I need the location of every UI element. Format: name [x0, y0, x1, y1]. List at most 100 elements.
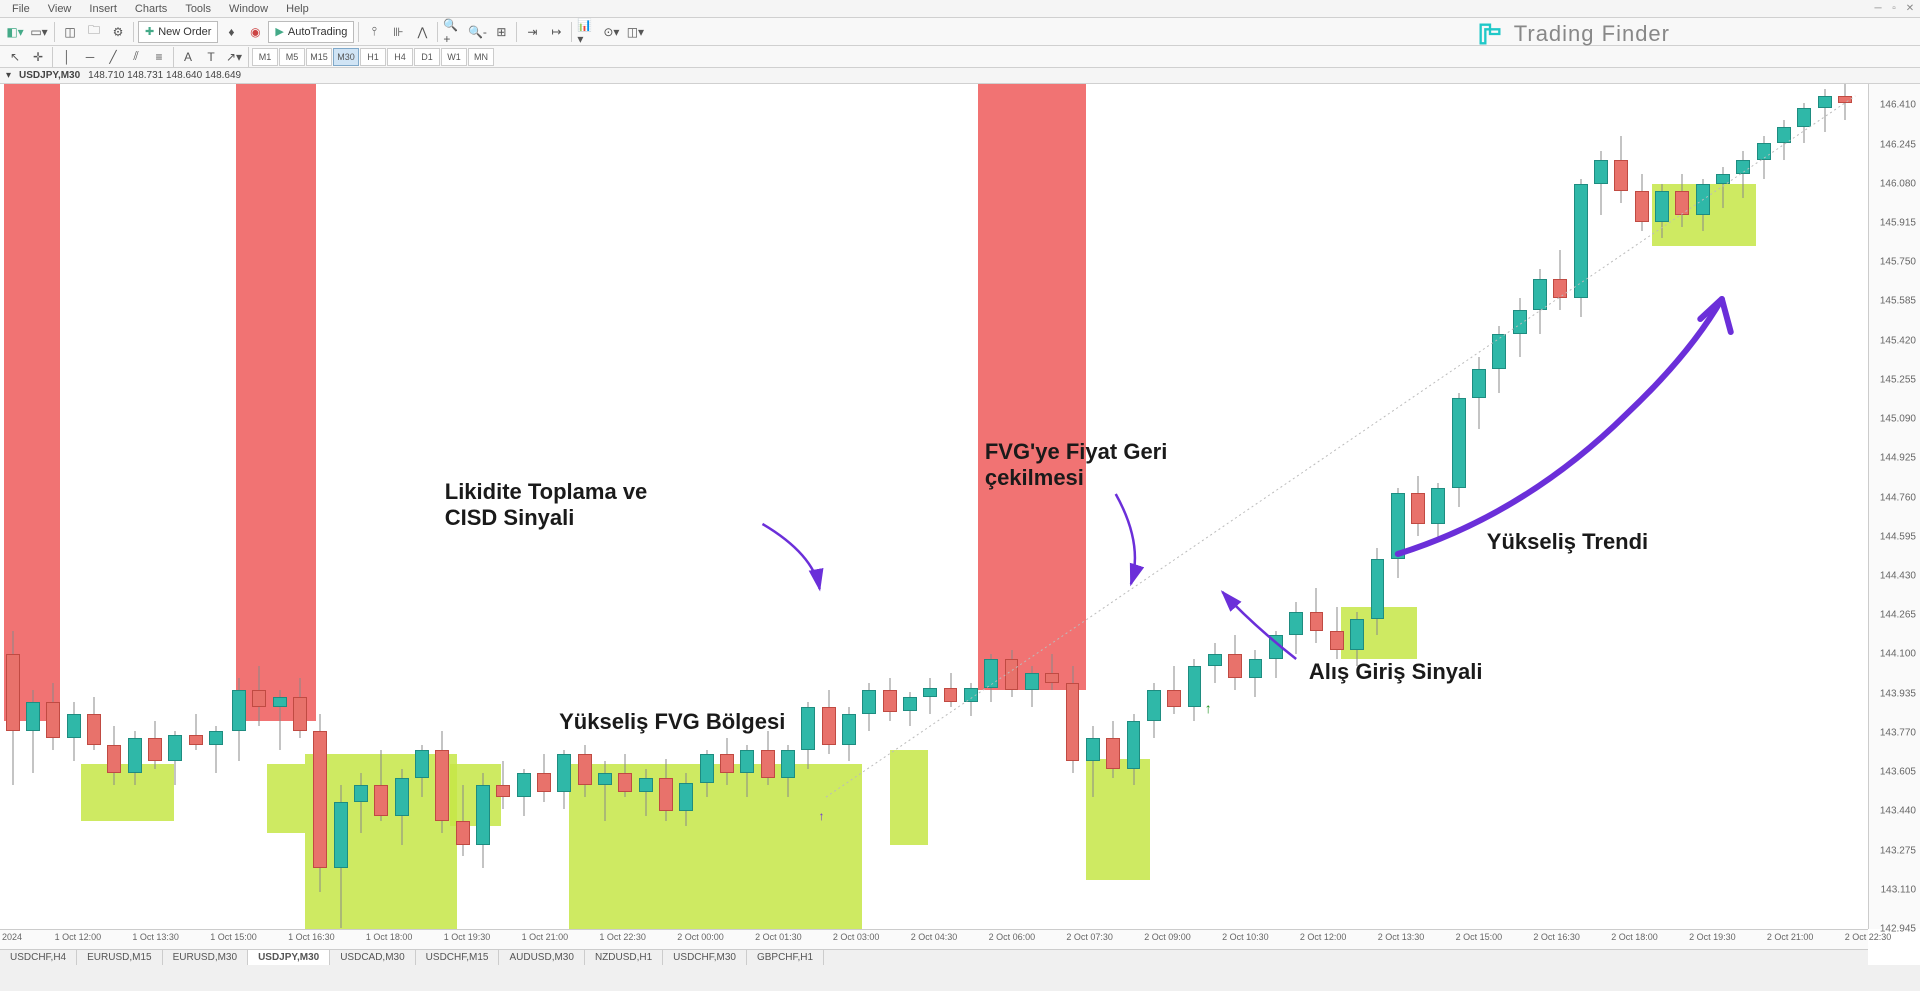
price-tick: 143.935 — [1880, 688, 1916, 699]
text-icon[interactable]: A — [177, 46, 199, 68]
time-tick: 1 Oct 16:30 — [288, 932, 335, 942]
time-tick: 1 Oct 18:00 — [366, 932, 413, 942]
menu-file[interactable]: File — [4, 2, 38, 16]
price-tick: 145.750 — [1880, 257, 1916, 268]
metaquotes-icon[interactable]: ♦ — [220, 21, 242, 43]
navigator-icon[interactable]: 🗀 — [83, 21, 105, 43]
time-tick: 2 Oct 01:30 — [755, 932, 802, 942]
chart-tab[interactable]: EURUSD,M15 — [77, 950, 162, 965]
time-axis: 1 Oct 20241 Oct 12:001 Oct 13:301 Oct 15… — [0, 929, 1868, 949]
price-tick: 143.110 — [1881, 884, 1916, 895]
timeframe-m1[interactable]: M1 — [252, 48, 278, 66]
timeframe-h1[interactable]: H1 — [360, 48, 386, 66]
chart-tab[interactable]: GBPCHF,H1 — [747, 950, 824, 965]
trendline-icon[interactable]: ╱ — [102, 46, 124, 68]
time-tick: 2 Oct 00:00 — [677, 932, 724, 942]
time-tick: 1 Oct 21:00 — [522, 932, 569, 942]
vline-icon[interactable]: │ — [56, 46, 78, 68]
chart-tab[interactable]: USDCHF,M15 — [416, 950, 500, 965]
time-tick: 1 Oct 22:30 — [599, 932, 646, 942]
window-controls: ─ ▫ ✕ — [1868, 0, 1920, 16]
brand-watermark: Trading Finder — [1476, 20, 1670, 48]
time-tick: 1 Oct 12:00 — [55, 932, 102, 942]
time-tick: 2 Oct 10:30 — [1222, 932, 1269, 942]
price-tick: 144.430 — [1880, 571, 1916, 582]
menu-window[interactable]: Window — [221, 2, 276, 16]
time-tick: 2 Oct 13:30 — [1378, 932, 1425, 942]
timeframe-m30[interactable]: M30 — [333, 48, 359, 66]
timeframe-m15[interactable]: M15 — [306, 48, 332, 66]
price-tick: 143.770 — [1880, 727, 1916, 738]
equidistant-icon[interactable]: ⫽ — [125, 46, 147, 68]
time-tick: 2 Oct 12:00 — [1300, 932, 1347, 942]
price-tick: 143.440 — [1880, 806, 1916, 817]
price-tick: 146.245 — [1880, 139, 1916, 150]
line-chart-icon[interactable]: ⋀ — [411, 21, 433, 43]
timeframe-mn[interactable]: MN — [468, 48, 494, 66]
candle-chart-icon[interactable]: ⊪ — [387, 21, 409, 43]
chart-tab[interactable]: NZDUSD,H1 — [585, 950, 663, 965]
chart-tabs: USDCHF,H4EURUSD,M15EURUSD,M30USDJPY,M30U… — [0, 949, 1868, 965]
timeframe-h4[interactable]: H4 — [387, 48, 413, 66]
cursor-icon[interactable]: ↖ — [4, 46, 26, 68]
price-tick: 146.080 — [1880, 178, 1916, 189]
zoom-in-icon[interactable]: 🔍+ — [442, 21, 464, 43]
arrows-icon[interactable]: ↗▾ — [223, 46, 245, 68]
time-tick: 2 Oct 03:00 — [833, 932, 880, 942]
price-tick: 143.275 — [1880, 845, 1916, 856]
market-watch-icon[interactable]: ◫ — [59, 21, 81, 43]
time-tick: 2 Oct 19:30 — [1689, 932, 1736, 942]
maximize-icon[interactable]: ▫ — [1887, 1, 1901, 15]
periods-icon[interactable]: ⊙▾ — [600, 21, 622, 43]
new-chart-icon[interactable]: ◧▾ — [4, 21, 26, 43]
chart-tab[interactable]: AUDUSD,M30 — [499, 950, 584, 965]
menu-view[interactable]: View — [40, 2, 80, 16]
time-tick: 2 Oct 15:00 — [1456, 932, 1503, 942]
zoom-out-icon[interactable]: 🔍- — [466, 21, 488, 43]
minimize-icon[interactable]: ─ — [1871, 1, 1885, 15]
crosshair-icon[interactable]: ✛ — [27, 46, 49, 68]
chart-tab[interactable]: EURUSD,M30 — [163, 950, 248, 965]
annotation-text: Yükseliş Trendi — [1487, 529, 1648, 555]
hline-icon[interactable]: ─ — [79, 46, 101, 68]
time-tick: 2 Oct 06:00 — [989, 932, 1036, 942]
price-tick: 144.265 — [1880, 610, 1916, 621]
bar-chart-icon[interactable]: ⫯ — [363, 21, 385, 43]
profiles-icon[interactable]: ▭▾ — [28, 21, 50, 43]
chart-tab[interactable]: USDCHF,M30 — [663, 950, 747, 965]
new-order-button[interactable]: ✚New Order — [138, 21, 218, 43]
timeframe-toolbar: ↖ ✛ │ ─ ╱ ⫽ ≡ A T ↗▾ M1M5M15M30H1H4D1W1M… — [0, 46, 1920, 68]
price-axis: 146.410146.245146.080145.915145.750145.5… — [1868, 84, 1920, 929]
autotrading-button[interactable]: ▶AutoTrading — [268, 21, 354, 43]
trendline — [0, 84, 1868, 929]
time-tick: 1 Oct 2024 — [0, 932, 22, 942]
close-icon[interactable]: ✕ — [1903, 1, 1917, 15]
chart-tab[interactable]: USDCAD,M30 — [330, 950, 415, 965]
time-tick: 1 Oct 19:30 — [444, 932, 491, 942]
annotation-text: Likidite Toplama veCISD Sinyali — [445, 479, 648, 531]
price-tick: 146.410 — [1880, 100, 1916, 111]
timeframe-d1[interactable]: D1 — [414, 48, 440, 66]
chart-area[interactable]: ↑↑Likidite Toplama veCISD SinyaliYükseli… — [0, 84, 1868, 929]
time-tick: 1 Oct 15:00 — [210, 932, 257, 942]
indicators-icon[interactable]: 📊▾ — [576, 21, 598, 43]
fibo-icon[interactable]: ≡ — [148, 46, 170, 68]
menu-help[interactable]: Help — [278, 2, 317, 16]
signals-icon[interactable]: ◉ — [244, 21, 266, 43]
time-tick: 2 Oct 09:00 — [1144, 932, 1191, 942]
shift-icon[interactable]: ↦ — [545, 21, 567, 43]
menu-insert[interactable]: Insert — [81, 2, 125, 16]
chart-tab[interactable]: USDJPY,M30 — [248, 950, 330, 965]
menu-charts[interactable]: Charts — [127, 2, 175, 16]
templates-icon[interactable]: ◫▾ — [624, 21, 646, 43]
price-tick: 145.585 — [1880, 296, 1916, 307]
tile-icon[interactable]: ⊞ — [490, 21, 512, 43]
timeframe-m5[interactable]: M5 — [279, 48, 305, 66]
chart-tab[interactable]: USDCHF,H4 — [0, 950, 77, 965]
label-icon[interactable]: T — [200, 46, 222, 68]
scroll-icon[interactable]: ⇥ — [521, 21, 543, 43]
menu-tools[interactable]: Tools — [177, 2, 219, 16]
timeframe-w1[interactable]: W1 — [441, 48, 467, 66]
strategy-tester-icon[interactable]: ⚙ — [107, 21, 129, 43]
brand-icon — [1476, 20, 1504, 48]
